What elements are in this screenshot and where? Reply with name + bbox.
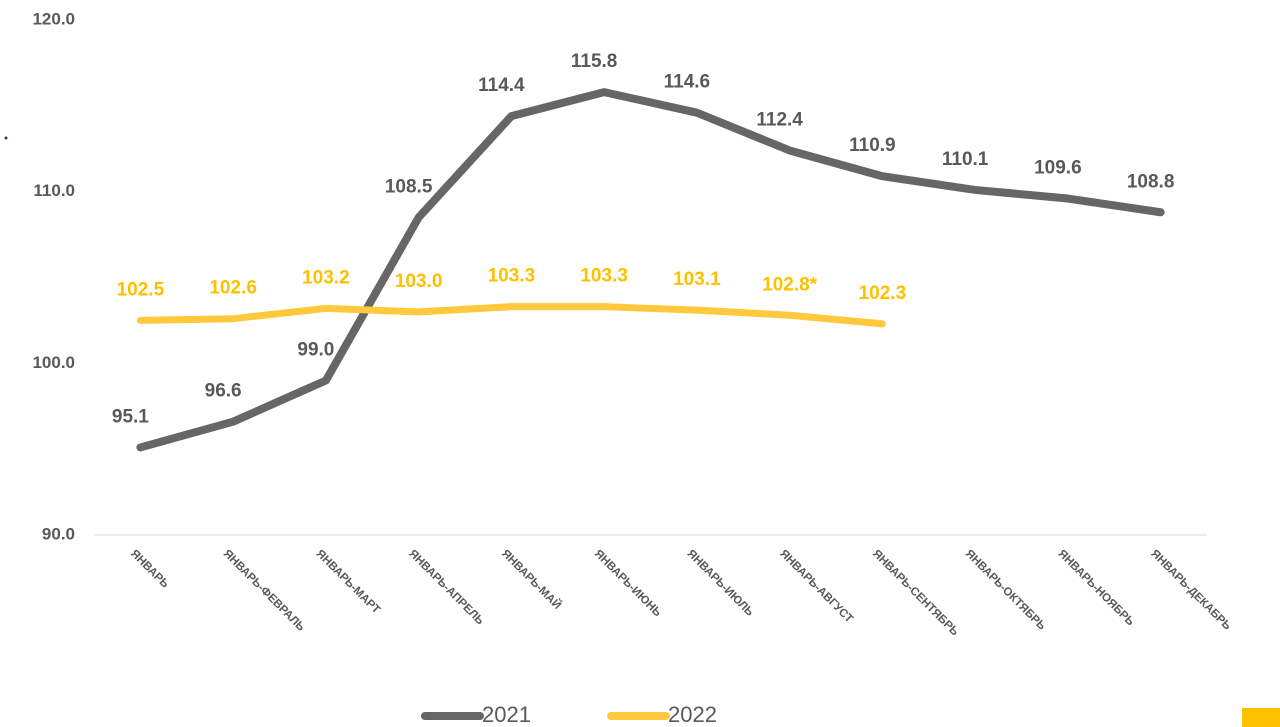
data-label: 99.0	[297, 340, 334, 361]
data-label: 103.1	[673, 269, 721, 290]
decor-square	[1242, 708, 1280, 727]
x-tick-label: ЯНВАРЬ-ОКТЯБРЬ	[963, 548, 1048, 633]
x-tick-label: ЯНВАРЬ-МАЙ	[499, 547, 564, 612]
x-tick-label: ЯНВАРЬ-ФЕВРАЛЬ	[221, 548, 307, 634]
data-label: 103.2	[302, 267, 350, 288]
data-label: 95.1	[112, 406, 149, 427]
data-label: 114.4	[478, 75, 525, 96]
data-label: 96.6	[205, 381, 242, 402]
data-label: 108.5	[385, 176, 433, 197]
data-label: 102.3	[859, 283, 907, 304]
decor-dot	[4, 136, 8, 140]
y-tick-label: 100.0	[32, 353, 75, 372]
data-label: 103.3	[488, 266, 536, 287]
data-label: 103.3	[580, 266, 628, 287]
x-tick-label: ЯНВАРЬ-НОЯБРЬ	[1056, 548, 1137, 629]
series-line	[136, 303, 886, 328]
x-tick-label: ЯНВАРЬ-ИЮЛЬ	[685, 548, 756, 619]
data-label: 102.5	[117, 279, 165, 300]
data-label: 103.0	[395, 271, 443, 292]
data-label: 110.1	[942, 149, 989, 170]
legend-label: 2021	[482, 702, 531, 727]
y-tick-label: 120.0	[32, 9, 75, 28]
y-tick-label: 90.0	[42, 524, 75, 543]
x-tick-label: ЯНВАРЬ-АПРЕЛЬ	[406, 548, 486, 628]
data-label: 114.6	[664, 72, 711, 93]
data-label: 108.8	[1127, 171, 1175, 192]
data-label: 102.8*	[762, 274, 818, 295]
data-label: 109.6	[1034, 158, 1082, 179]
x-tick-label: ЯНВАРЬ-СЕНТЯБРЬ	[870, 548, 961, 639]
x-tick-label: ЯНВАРЬ	[128, 548, 171, 591]
data-label: 102.6	[209, 278, 257, 299]
legend-label: 2022	[668, 702, 717, 727]
x-tick-label: ЯНВАРЬ-МАРТ	[314, 548, 382, 616]
data-label: 112.4	[756, 109, 803, 130]
x-tick-label: ЯНВАРЬ-ИЮНЬ	[592, 548, 663, 619]
data-label: 110.9	[849, 135, 896, 156]
y-tick-label: 110.0	[33, 181, 75, 200]
x-tick-label: ЯНВАРЬ-ДЕКАБРЬ	[1148, 548, 1233, 633]
x-tick-label: ЯНВАРЬ-АВГУСТ	[777, 548, 855, 626]
data-label: 115.8	[571, 51, 618, 72]
series-line	[136, 88, 1165, 452]
